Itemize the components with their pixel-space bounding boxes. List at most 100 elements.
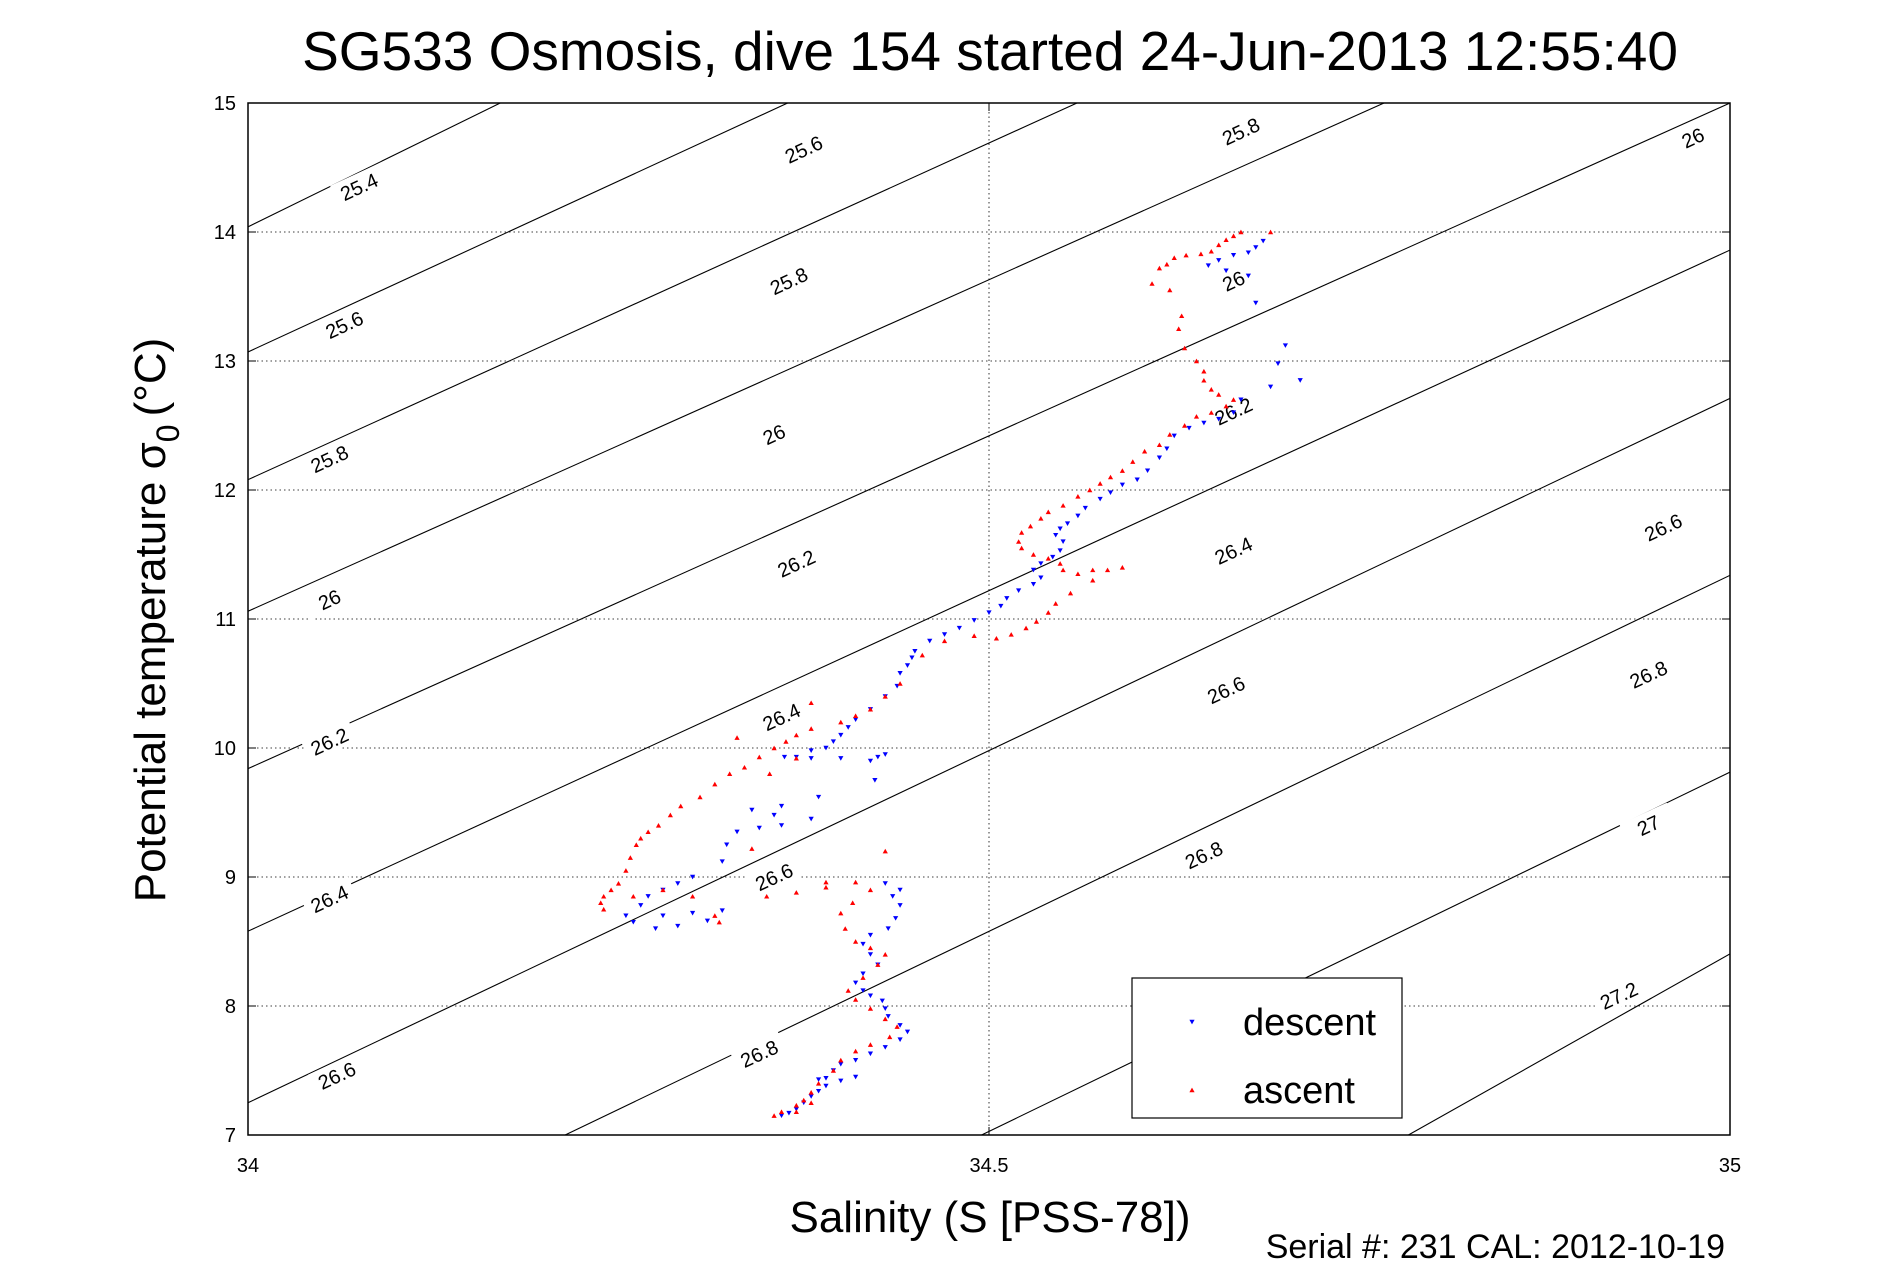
ascent-point — [1090, 577, 1096, 583]
descent-point — [867, 932, 874, 938]
ascent-point — [1164, 261, 1170, 267]
axis-ticks: 34 34.5 35 7 8 9 10 11 12 13 14 15 — [214, 93, 1741, 1177]
descent-point — [786, 1110, 792, 1116]
descent-point — [1297, 378, 1303, 383]
isopycnal-label-bg — [759, 258, 818, 302]
ascent-point — [638, 835, 644, 841]
ascent-point — [823, 879, 829, 885]
descent-point — [623, 913, 629, 919]
ascent-point — [778, 1109, 785, 1114]
ascent-point — [1130, 459, 1136, 464]
ascent-point — [853, 713, 859, 718]
descent-point — [808, 1094, 814, 1099]
descent-point — [652, 926, 659, 931]
ascent-point — [897, 681, 903, 686]
ascent-point — [1216, 242, 1222, 248]
ascent-point — [1223, 403, 1229, 409]
ascent-point — [601, 906, 607, 912]
grid-lines — [248, 103, 1730, 1135]
descent-point — [724, 842, 730, 848]
ascent-point — [627, 855, 633, 860]
isopycnal-label-bg — [1589, 972, 1648, 1017]
descent-point — [838, 1061, 844, 1067]
ascent-point — [1090, 567, 1096, 573]
ascent-point — [1176, 326, 1182, 331]
y-axis-label-subscript: 0 — [150, 424, 186, 442]
descent-point — [660, 913, 666, 919]
descent-point — [927, 638, 933, 644]
descent-point — [867, 952, 874, 957]
descent-point — [808, 816, 814, 822]
ascent-point — [1057, 561, 1063, 566]
descent-point — [904, 663, 911, 668]
descent-point — [690, 910, 696, 916]
ascent-point — [1208, 410, 1214, 415]
descent-point — [1253, 245, 1259, 250]
ascent-point — [1171, 255, 1177, 260]
descent-point — [1230, 410, 1237, 415]
ascent-point — [1156, 442, 1163, 448]
ascent-point — [1183, 252, 1189, 258]
descent-point — [781, 754, 788, 760]
ascent-point — [842, 926, 848, 931]
ascent-point — [808, 700, 814, 706]
ascent-point — [716, 919, 722, 925]
descent-point — [909, 655, 915, 661]
isopycnal-line — [248, 103, 1079, 481]
descent-point — [1075, 513, 1081, 519]
y-tick-label: 8 — [225, 996, 236, 1018]
descent-point — [838, 732, 844, 738]
isopycnal-line — [1408, 953, 1730, 1135]
descent-point — [1230, 253, 1237, 258]
descent-point — [1156, 455, 1163, 461]
descent-point — [815, 1077, 822, 1082]
isopycnal-line — [248, 103, 1730, 770]
chart-title: SG533 Osmosis, dive 154 started 24-Jun-2… — [302, 20, 1678, 82]
ascent-point — [1119, 565, 1125, 570]
descent-point — [815, 1088, 822, 1094]
y-tick-label: 10 — [214, 738, 236, 760]
ascent-point — [1045, 509, 1051, 515]
descent-point — [890, 894, 896, 899]
legend-box — [1131, 977, 1403, 1119]
ascent-point — [660, 887, 666, 893]
descent-point — [630, 919, 636, 925]
descent-point — [897, 1037, 903, 1042]
y-axis-label-main: Potential temperature σ — [126, 442, 175, 902]
isopycnal-label-bg — [300, 436, 358, 480]
ascent-point — [830, 1068, 836, 1073]
ascent-point — [667, 812, 673, 818]
ascent-point — [1008, 632, 1014, 637]
ascent-point — [853, 997, 859, 1002]
isopycnal-line — [564, 574, 1730, 1135]
descent-point — [830, 739, 836, 744]
data-points — [598, 229, 1303, 1119]
ascent-point — [1142, 448, 1148, 454]
ascent-point — [867, 1006, 874, 1011]
descent-point — [719, 859, 725, 864]
ascent-point — [882, 1016, 888, 1022]
descent-point — [1016, 588, 1022, 594]
ascent-point — [1107, 474, 1114, 480]
descent-point — [956, 625, 962, 631]
descent-point — [867, 758, 874, 764]
ascent-point — [793, 755, 799, 761]
ascent-point — [615, 881, 622, 886]
descent-point — [897, 903, 903, 908]
isopycnal-line — [981, 771, 1730, 1135]
ascent-point — [941, 638, 948, 644]
isopycnal-label-bg — [1204, 527, 1262, 572]
descent-point — [1245, 273, 1251, 279]
x-axis-label: Salinity (S [PSS-78]) — [789, 1193, 1190, 1242]
ascent-point — [1016, 539, 1022, 544]
legend-marker-ascent — [1189, 1087, 1195, 1093]
ascent-point — [697, 794, 703, 800]
descent-point — [778, 803, 785, 809]
ascent-point — [1033, 619, 1040, 624]
y-axis-label-unit: (°C) — [126, 338, 175, 417]
ascent-point — [845, 988, 851, 993]
descent-point — [778, 823, 785, 828]
descent-point — [675, 881, 681, 886]
ascent-point — [1045, 610, 1051, 615]
